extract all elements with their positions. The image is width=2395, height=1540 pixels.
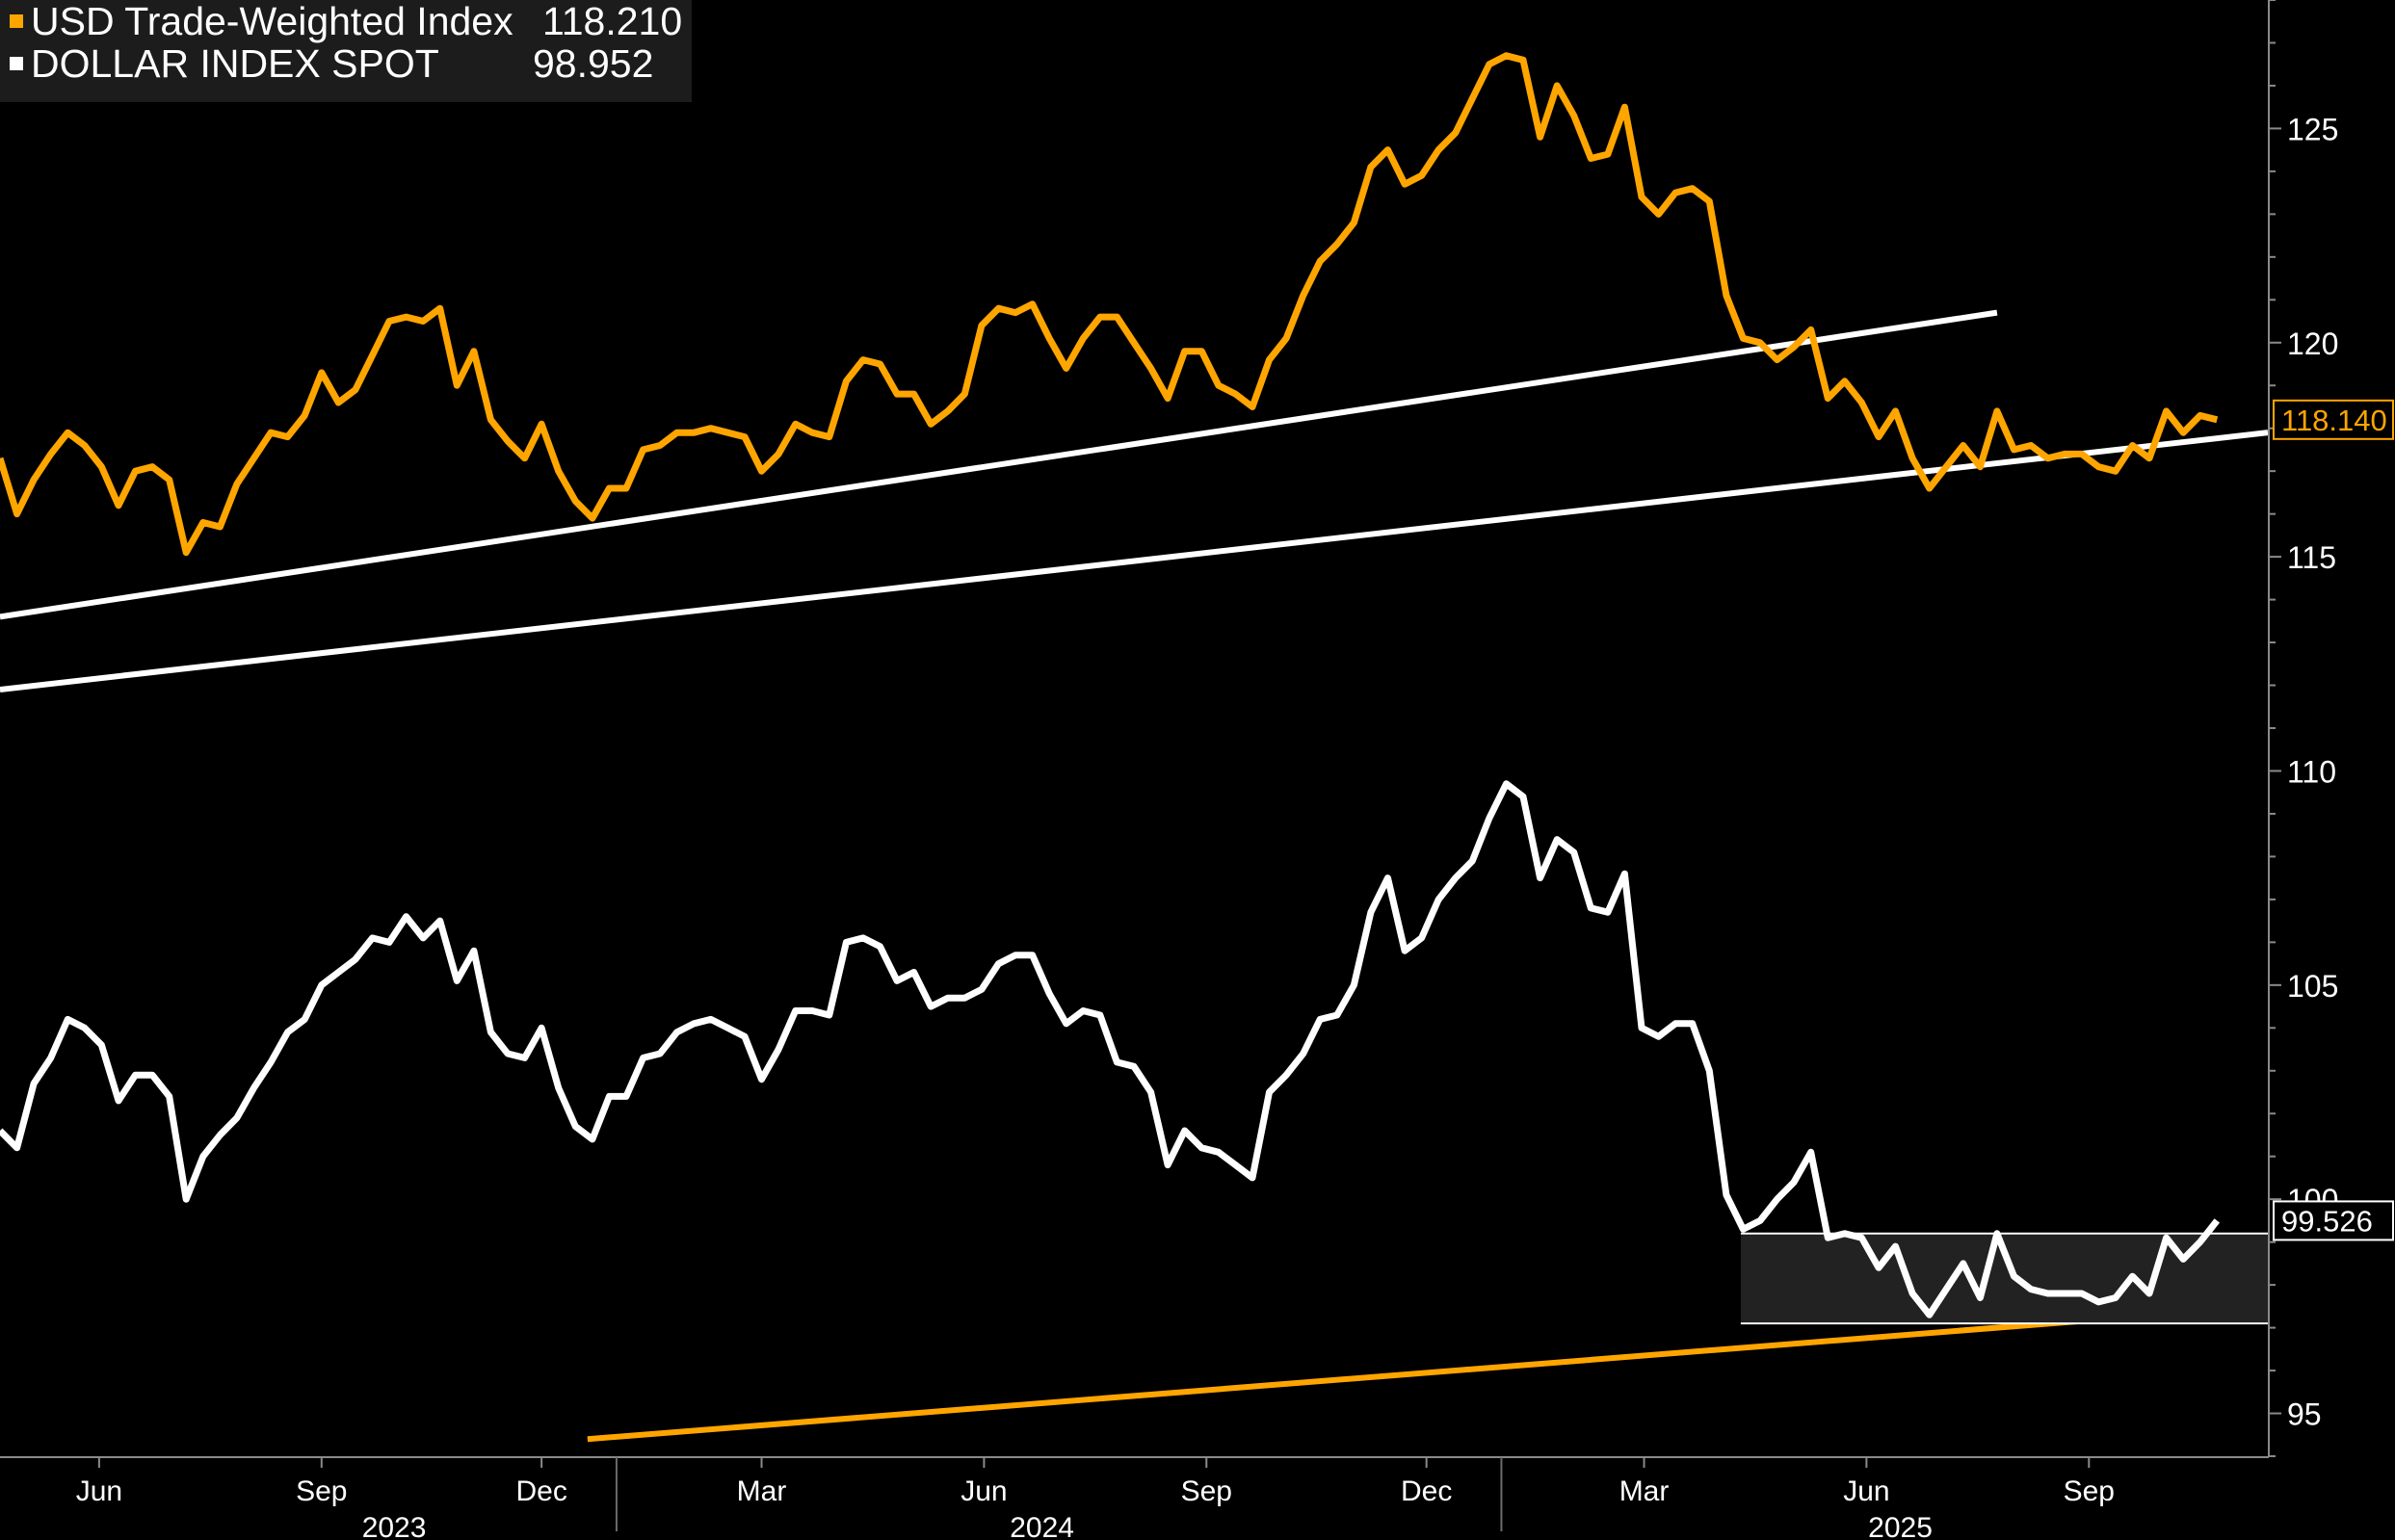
x-year-label: 2023 <box>362 1512 427 1540</box>
x-tick-label: Dec <box>515 1475 566 1507</box>
x-tick-label: Sep <box>1181 1475 1232 1507</box>
last-value-box <box>2273 1200 2394 1241</box>
legend-swatch-orange <box>10 14 23 28</box>
trend-line-2 <box>0 430 2269 692</box>
y-tick-label: 110 <box>2287 754 2336 789</box>
y-tick-label: 105 <box>2287 969 2338 1004</box>
y-tick-label: 120 <box>2287 326 2338 361</box>
legend-label: USD Trade-Weighted Index <box>31 0 513 43</box>
legend-label: DOLLAR INDEX SPOT <box>31 40 439 86</box>
series-line-usd-trade-weighted <box>0 52 2219 557</box>
y-tick-label: 115 <box>2287 540 2336 575</box>
legend: USD Trade-Weighted Index 118.210 DOLLAR … <box>0 0 692 102</box>
x-tick-label: Jun <box>961 1475 1007 1507</box>
legend-value: 118.210 <box>542 0 683 43</box>
legend-item-dollar-index-spot: DOLLAR INDEX SPOT 98.952 <box>10 40 653 86</box>
x-year-label: 2024 <box>1010 1512 1074 1540</box>
series-line-dollar-index-spot <box>0 780 2221 1318</box>
last-value-label: 99.526 <box>2281 1204 2373 1238</box>
last-value-labels: 118.140 99.526 <box>2273 399 2394 1241</box>
trend-lines <box>0 309 2269 1443</box>
legend-item-usd-trade-weighted: USD Trade-Weighted Index 118.210 <box>10 0 682 43</box>
legend-value: 98.952 <box>533 40 654 86</box>
x-tick-label: Jun <box>1843 1475 1889 1507</box>
x-tick-label: Jun <box>76 1475 122 1507</box>
x-year-label: 2025 <box>1868 1512 1933 1540</box>
legend-swatch-white <box>10 57 23 70</box>
x-tick-label: Mar <box>737 1475 787 1507</box>
trend-line-1 <box>0 309 1998 620</box>
x-tick-label: Dec <box>1401 1475 1452 1507</box>
y-tick-label: 95 <box>2287 1397 2322 1432</box>
x-tick-label: Sep <box>2064 1475 2115 1507</box>
series-group <box>0 52 2221 1318</box>
last-value-box <box>2273 399 2394 440</box>
y-tick-label: 125 <box>2287 112 2338 146</box>
trend-line-3 <box>587 1303 2269 1443</box>
last-value-label: 118.140 <box>2281 404 2387 437</box>
x-tick-label: Sep <box>296 1475 347 1507</box>
x-tick-label: Mar <box>1619 1475 1670 1507</box>
